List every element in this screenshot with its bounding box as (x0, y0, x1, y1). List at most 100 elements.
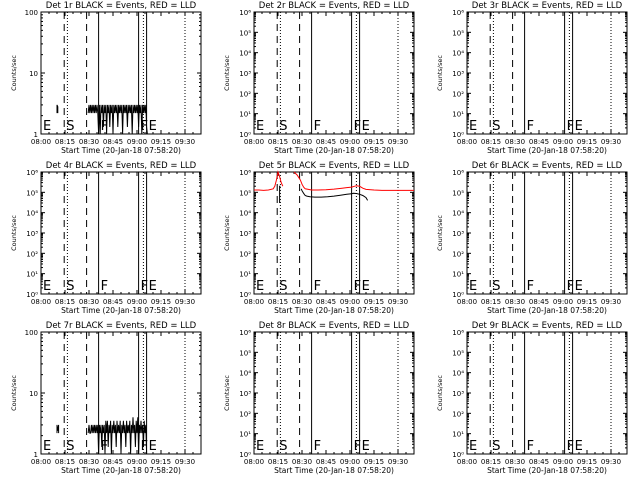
events-series-line (279, 185, 281, 203)
marker-label: E (256, 439, 264, 454)
y-tick-label: 10⁵ (26, 189, 38, 197)
y-tick-label: 10² (452, 410, 464, 418)
x-tick-label: 08:30 (79, 138, 99, 146)
plot-frame (466, 171, 628, 295)
marker-label: E (43, 279, 51, 294)
y-tick-label: 10² (452, 250, 464, 258)
marker-label: E (362, 279, 370, 294)
y-tick-label: 10⁶ (239, 329, 251, 337)
y-axis-label: Counts/sec (223, 215, 231, 251)
x-tick-label: 08:00 (457, 298, 477, 306)
marker-label: E (256, 119, 264, 134)
x-tick-label: 08:15 (55, 458, 75, 466)
y-tick-label: 1 (34, 131, 38, 139)
y-axis-label: Counts/sec (10, 375, 18, 411)
x-tick-label: 08:15 (481, 138, 501, 146)
y-tick-label: 10¹ (452, 431, 464, 439)
panel-title: Det 5r BLACK = Events, RED = LLD (259, 161, 410, 171)
y-tick-label: 10⁴ (452, 50, 464, 58)
panel-7: Det 7r BLACK = Events, RED = LLD Counts/s… (10, 321, 202, 475)
marker-label: E (43, 439, 51, 454)
x-tick-label: 09:00 (340, 138, 360, 146)
x-tick-label: 09:30 (388, 458, 408, 466)
x-tick-label: 08:45 (103, 298, 123, 306)
x-tick-label: 08:45 (529, 298, 549, 306)
x-tick-label: 08:45 (529, 458, 549, 466)
lld-series-line (293, 171, 414, 191)
panel-title: Det 2r BLACK = Events, RED = LLD (259, 1, 410, 11)
x-tick-label: 09:30 (388, 298, 408, 306)
x-tick-label: 09:00 (553, 138, 573, 146)
x-tick-label: 08:30 (292, 458, 312, 466)
y-tick-label: 10¹ (452, 111, 464, 119)
y-tick-label: 10⁶ (452, 329, 464, 337)
x-tick-label: 09:15 (151, 298, 171, 306)
x-tick-label: 08:00 (457, 138, 477, 146)
x-axis-label: Start Time (20-Jan-18 07:58:20) (61, 466, 181, 475)
marker-label: S (279, 279, 287, 294)
x-tick-label: 08:15 (268, 298, 288, 306)
x-tick-label: 09:15 (364, 298, 384, 306)
x-tick-label: 08:15 (268, 458, 288, 466)
x-tick-label: 09:15 (364, 458, 384, 466)
panel-title: Det 8r BLACK = Events, RED = LLD (259, 321, 410, 331)
x-tick-label: 09:00 (553, 298, 573, 306)
marker-label: S (492, 439, 500, 454)
events-series-line (87, 104, 149, 135)
panel-1: Det 1r BLACK = Events, RED = LLD Counts/s… (10, 1, 202, 155)
panel-9: Det 9r BLACK = Events, RED = LLD Counts/s… (436, 321, 628, 475)
y-tick-label: 100 (25, 329, 38, 337)
y-tick-label: 10⁴ (452, 370, 464, 378)
marker-label: F (567, 119, 574, 134)
y-tick-label: 10¹ (239, 111, 251, 119)
y-tick-label: 10¹ (26, 271, 38, 279)
y-tick-label: 100 (25, 9, 38, 17)
y-tick-label: 10⁵ (452, 189, 464, 197)
x-tick-label: 09:00 (127, 138, 147, 146)
x-tick-label: 08:45 (316, 298, 336, 306)
x-tick-label: 09:15 (577, 138, 597, 146)
marker-label: E (575, 439, 583, 454)
y-tick-label: 10⁴ (239, 50, 251, 58)
events-series-line (87, 417, 149, 455)
x-tick-label: 09:30 (175, 138, 195, 146)
panel-4: Det 4r BLACK = Events, RED = LLD Counts/s… (10, 161, 202, 315)
plot-frame (40, 11, 202, 135)
x-axis-label: Start Time (20-Jan-18 07:58:20) (61, 146, 181, 155)
x-tick-label: 08:00 (244, 458, 264, 466)
marker-label: S (66, 119, 74, 134)
marker-label: E (149, 439, 157, 454)
x-tick-label: 08:00 (31, 458, 51, 466)
y-tick-label: 10⁶ (239, 9, 251, 17)
x-tick-label: 08:15 (55, 138, 75, 146)
x-tick-label: 08:45 (529, 138, 549, 146)
marker-label: F (101, 119, 108, 134)
x-tick-label: 08:30 (292, 298, 312, 306)
marker-label: E (43, 119, 51, 134)
y-tick-label: 10⁵ (452, 349, 464, 357)
marker-label: E (575, 279, 583, 294)
x-tick-label: 09:00 (127, 298, 147, 306)
panel-title: Det 7r BLACK = Events, RED = LLD (46, 321, 197, 331)
x-tick-label: 08:00 (244, 298, 264, 306)
y-tick-label: 10³ (452, 70, 464, 78)
y-tick-label: 10³ (452, 230, 464, 238)
x-tick-label: 09:30 (175, 458, 195, 466)
y-tick-label: 10⁶ (452, 169, 464, 177)
y-tick-label: 10³ (239, 230, 251, 238)
x-tick-label: 09:15 (151, 138, 171, 146)
x-tick-label: 08:15 (481, 298, 501, 306)
y-tick-label: 10⁴ (239, 210, 251, 218)
x-tick-label: 09:15 (577, 298, 597, 306)
plot-frame (466, 331, 628, 455)
plot-frame (40, 171, 202, 295)
x-tick-label: 09:00 (340, 458, 360, 466)
x-tick-label: 08:45 (316, 458, 336, 466)
marker-label: E (362, 119, 370, 134)
marker-label: F (354, 439, 361, 454)
y-tick-label: 10⁰ (239, 451, 251, 459)
y-tick-label: 10⁵ (239, 29, 251, 37)
y-tick-label: 10⁴ (239, 370, 251, 378)
y-tick-label: 10⁶ (452, 9, 464, 17)
